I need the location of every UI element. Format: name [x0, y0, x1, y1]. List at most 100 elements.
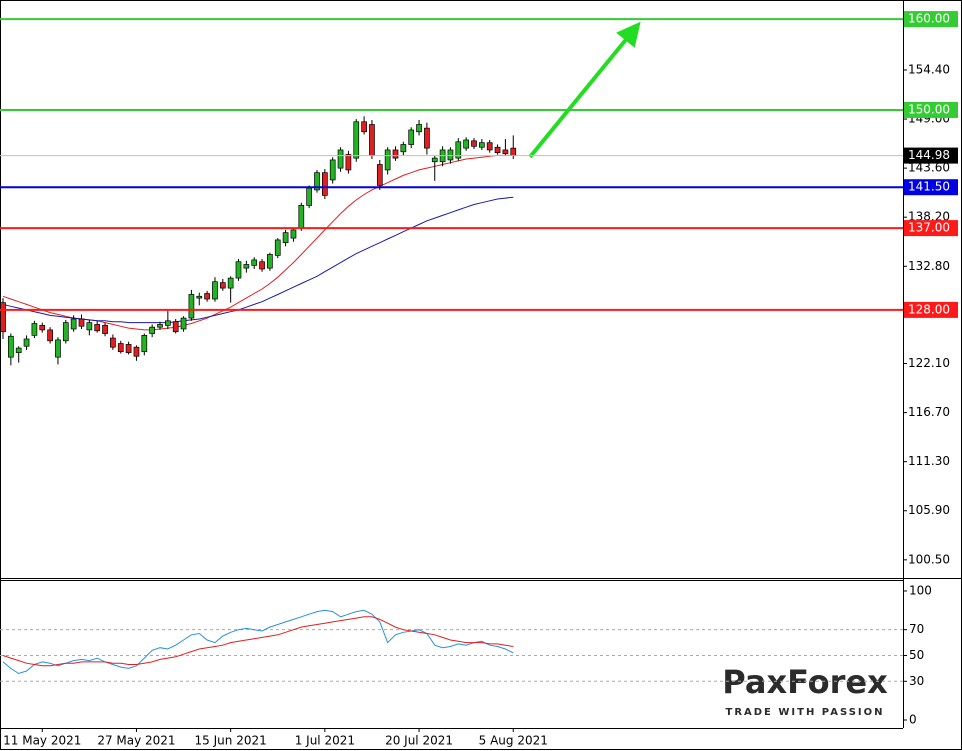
brand-tagline: TRADE WITH PASSION — [726, 707, 885, 718]
x-tick-label: 5 Aug 2021 — [479, 734, 548, 748]
candle-body — [400, 144, 407, 153]
candle-body — [117, 343, 124, 353]
level-box — [904, 179, 958, 196]
candle-body — [125, 344, 132, 353]
x-tick-label: 1 Jul 2021 — [295, 734, 355, 748]
y-tick-label: 70 — [909, 622, 924, 636]
candle-body — [165, 320, 171, 326]
y-tick-label: 0 — [909, 713, 917, 727]
candle-body — [47, 329, 53, 342]
indicator-line — [2, 196, 514, 324]
candle-body — [62, 322, 69, 342]
level-box — [904, 11, 958, 28]
y-tick-label: 100.50 — [908, 552, 950, 566]
candle-body — [141, 334, 148, 353]
candle-body — [353, 121, 360, 159]
candle-body — [94, 324, 101, 332]
candle-body — [188, 294, 195, 319]
indicator-line — [2, 609, 514, 675]
candle-body — [494, 146, 501, 154]
x-tick-label: 11 May 2021 — [3, 734, 81, 748]
candle-body — [78, 318, 85, 327]
candle-body — [0, 302, 6, 333]
candle-body — [416, 124, 422, 133]
candle-body — [31, 323, 38, 336]
candle-body — [23, 338, 30, 347]
candle-body — [251, 259, 258, 266]
x-tick-label: 20 Jul 2021 — [385, 734, 453, 748]
level-label: 137.00 — [908, 221, 950, 235]
y-tick-label: 143.60 — [908, 161, 950, 175]
candle-body — [306, 187, 312, 206]
candle-body — [447, 149, 454, 161]
candle-body — [510, 147, 517, 156]
candle-body — [345, 154, 352, 171]
candle-body — [180, 317, 187, 330]
candle-body — [149, 326, 155, 334]
level-label: 160.00 — [908, 12, 950, 26]
candle-body — [219, 282, 226, 289]
level-label: 128.00 — [908, 302, 950, 316]
candle-body — [361, 121, 367, 133]
candle-body — [157, 324, 163, 328]
candle-body — [384, 149, 391, 171]
level-label: 141.50 — [908, 180, 950, 194]
candle-body — [479, 142, 485, 148]
y-tick-label: 154.40 — [908, 62, 950, 76]
y-tick-label: 132.80 — [908, 259, 950, 273]
brand-logo: PaxForex — [722, 663, 888, 701]
forecast-arrow — [528, 21, 641, 159]
candle-body — [235, 261, 242, 279]
x-tick-label: 27 May 2021 — [97, 734, 175, 748]
candle-body — [337, 149, 344, 169]
candle-body — [455, 141, 462, 159]
candle-body — [243, 264, 250, 269]
level-box — [904, 220, 958, 237]
candle-body — [172, 321, 179, 333]
candle-body — [408, 129, 415, 145]
y-tick-label: 116.70 — [908, 405, 950, 419]
candle-body — [314, 172, 320, 191]
level-box — [904, 301, 958, 318]
candle-body — [55, 339, 61, 358]
y-tick-label: 122.10 — [908, 356, 950, 370]
candle-body — [267, 254, 273, 269]
candle-body — [431, 157, 438, 163]
candle-body — [274, 239, 281, 256]
y-tick-label: 100 — [909, 583, 932, 597]
y-tick-label: 105.90 — [908, 503, 950, 517]
indicator-line — [2, 616, 514, 667]
candle-body — [290, 229, 297, 239]
candle-body — [102, 325, 108, 334]
last-price-box — [904, 147, 958, 164]
candle-body — [471, 140, 477, 147]
candle-body — [70, 318, 77, 330]
candle-body — [86, 322, 93, 331]
y-tick-label: 30 — [909, 674, 924, 688]
candle-body — [8, 335, 14, 358]
candle-body — [486, 142, 493, 151]
candle-body — [196, 295, 203, 299]
level-label: 150.00 — [908, 102, 950, 116]
candle-body — [424, 127, 430, 149]
candle-body — [463, 139, 469, 149]
candle-body — [376, 164, 383, 186]
level-box — [904, 101, 958, 118]
candle-body — [259, 261, 265, 270]
last-price-label: 144.98 — [908, 148, 950, 162]
candle-body — [133, 346, 140, 357]
candle-body — [110, 337, 116, 348]
candle-body — [227, 277, 234, 289]
y-tick-label: 50 — [909, 648, 924, 662]
candle-body — [329, 159, 336, 181]
candle-body — [392, 149, 399, 159]
candle-body — [502, 149, 509, 154]
candle-body — [282, 232, 289, 244]
candle-body — [204, 293, 210, 300]
x-tick-label: 15 Jun 2021 — [195, 734, 267, 748]
y-tick-label: 111.30 — [908, 454, 950, 468]
candle-body — [369, 124, 375, 156]
candle-body — [322, 172, 328, 196]
